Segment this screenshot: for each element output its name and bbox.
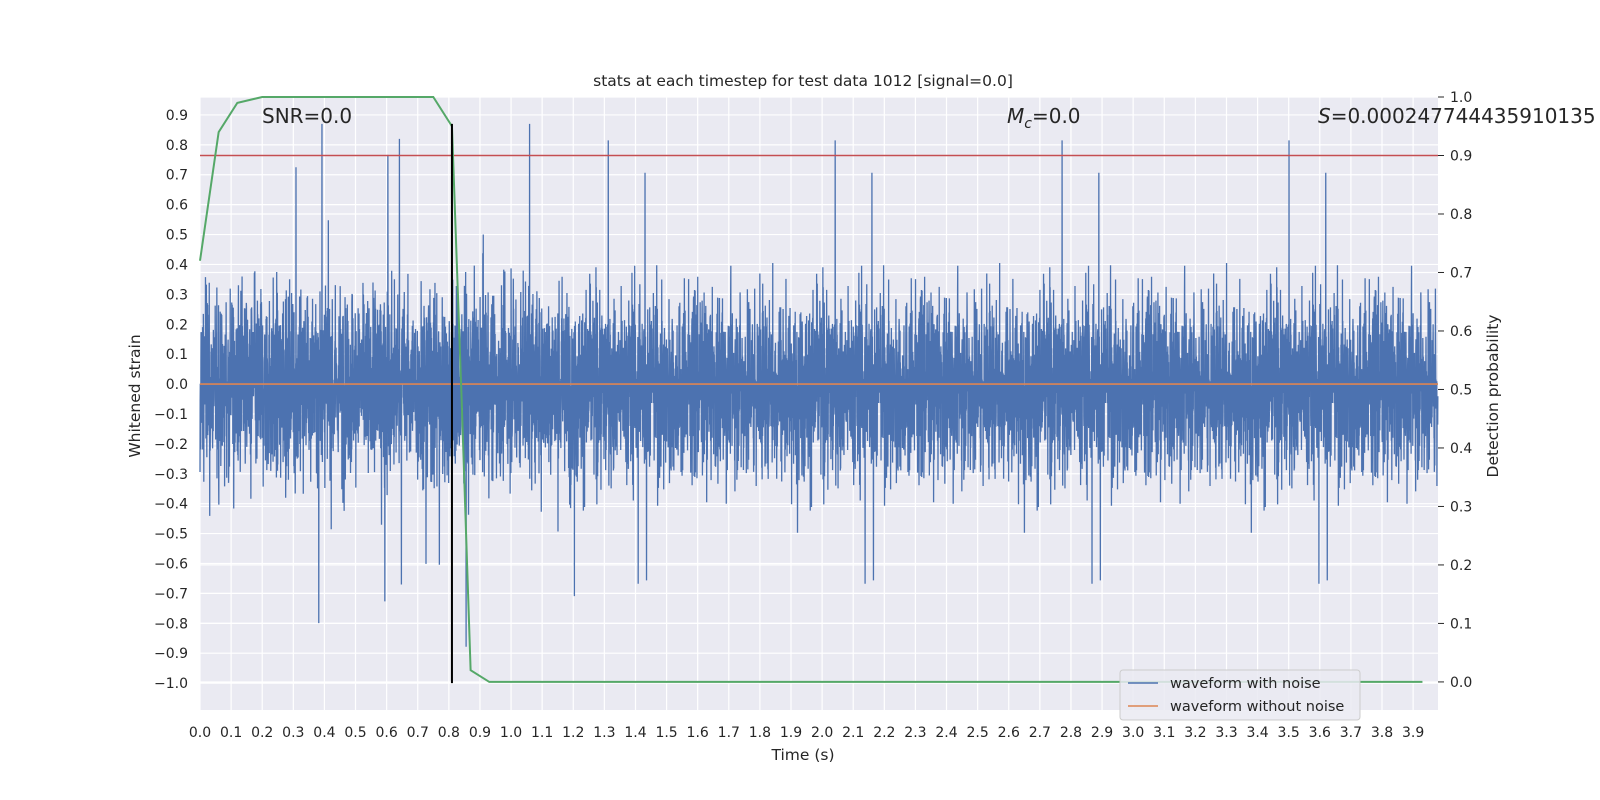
- y-tick-label: 0.7: [166, 168, 188, 184]
- y-axis-label: Whitened strain: [126, 334, 144, 457]
- y-tick-label: 0.0: [166, 377, 188, 393]
- y2-tick-label: 0.2: [1450, 558, 1472, 574]
- x-axis-label: Time (s): [770, 746, 834, 764]
- x-tick-label: 0.5: [344, 725, 366, 741]
- y-tick-label: −0.6: [154, 556, 188, 572]
- legend-box: [1119, 669, 1361, 721]
- y-tick-label: 0.1: [166, 347, 188, 363]
- y-tick-label: −0.5: [154, 527, 188, 543]
- x-tick-label: 1.1: [531, 725, 553, 741]
- y-tick-label: −0.3: [154, 467, 188, 483]
- y2-tick-label: 0.8: [1450, 207, 1472, 223]
- x-tick-label: 3.3: [1215, 725, 1237, 741]
- x-tick-label: 1.0: [500, 725, 522, 741]
- x-tick-label: 0.6: [376, 725, 398, 741]
- x-tick-label: 1.7: [718, 725, 740, 741]
- x-tick-label: 1.5: [655, 725, 677, 741]
- plot-area: [199, 96, 1439, 710]
- y-tick-label: 0.2: [166, 317, 188, 333]
- legend-label: waveform without noise: [1170, 699, 1344, 715]
- x-tick-label: 2.0: [811, 725, 833, 741]
- x-tick-label: 3.9: [1402, 725, 1424, 741]
- x-tick-label: 1.3: [593, 725, 615, 741]
- x-tick-label: 0.3: [282, 725, 304, 741]
- x-tick-label: 2.3: [904, 725, 926, 741]
- x-tick-label: 2.8: [1060, 725, 1082, 741]
- x-tick-label: 0.2: [251, 725, 273, 741]
- y-tick-label: 0.4: [166, 257, 188, 273]
- y-tick-label: −0.7: [154, 586, 188, 602]
- x-tick-label: 1.2: [562, 725, 584, 741]
- y2-tick-label: 0.4: [1450, 441, 1472, 457]
- y-tick-label: 0.6: [166, 198, 188, 214]
- y2-tick-label: 1.0: [1450, 90, 1472, 106]
- y-tick-label: −0.4: [154, 497, 188, 513]
- x-tick-label: 3.7: [1340, 725, 1362, 741]
- x-tick-label: 1.8: [749, 725, 771, 741]
- x-tick-label: 1.6: [687, 725, 709, 741]
- x-tick-label: 3.4: [1246, 725, 1268, 741]
- y-tick-label: −1.0: [154, 676, 188, 692]
- x-tick-label: 2.9: [1091, 725, 1113, 741]
- x-tick-label: 1.4: [624, 725, 646, 741]
- x-tick-label: 0.8: [438, 725, 460, 741]
- series-waveform-with-noise: [199, 123, 1439, 647]
- x-tick-label: 3.0: [1122, 725, 1144, 741]
- x-tick-label: 2.4: [935, 725, 957, 741]
- y2-axis-label: Detection probability: [1484, 315, 1502, 478]
- y2-tick-label: 0.7: [1450, 265, 1472, 281]
- x-tick-label: 3.8: [1371, 725, 1393, 741]
- x-tick-label: 0.7: [407, 725, 429, 741]
- x-tick-label: 0.9: [469, 725, 491, 741]
- y-tick-label: 0.3: [166, 287, 188, 303]
- legend-label: waveform with noise: [1170, 676, 1321, 692]
- x-tick-label: 0.0: [189, 725, 211, 741]
- x-tick-label: 2.6: [998, 725, 1020, 741]
- y-tick-label: −0.1: [154, 407, 188, 423]
- x-tick-label: 2.1: [842, 725, 864, 741]
- x-tick-label: 2.5: [967, 725, 989, 741]
- chart-title: stats at each timestep for test data 101…: [593, 72, 1013, 90]
- y-tick-label: 0.8: [166, 138, 188, 154]
- x-tick-label: 0.4: [313, 725, 335, 741]
- y2-tick-label: 0.1: [1450, 616, 1472, 632]
- x-tick-label: 2.7: [1029, 725, 1051, 741]
- x-tick-label: 2.2: [873, 725, 895, 741]
- annotation-s-value: S=0.000247744435910135: [1318, 104, 1596, 128]
- series-detection-probability: [199, 96, 1423, 683]
- x-tick-label: 3.2: [1184, 725, 1206, 741]
- annotation-chirp-mass: Mc=0.0: [1007, 104, 1081, 132]
- y-tick-label: −0.2: [154, 437, 188, 453]
- y2-tick-label: 0.9: [1450, 148, 1472, 164]
- y2-tick-label: 0.6: [1450, 324, 1472, 340]
- y2-tick-label: 0.3: [1450, 499, 1472, 515]
- x-tick-label: 1.9: [780, 725, 802, 741]
- y-tick-label: −0.9: [154, 646, 188, 662]
- y2-tick-label: 0.5: [1450, 382, 1472, 398]
- legend: waveform with noise waveform without nois…: [1119, 669, 1361, 721]
- y2-tick-label: 0.0: [1450, 675, 1472, 691]
- x-tick-label: 0.1: [220, 725, 242, 741]
- x-tick-label: 3.1: [1153, 725, 1175, 741]
- annotation-snr: SNR=0.0: [262, 104, 352, 128]
- y-tick-label: 0.5: [166, 228, 188, 244]
- x-tick-label: 3.6: [1309, 725, 1331, 741]
- x-tick-label: 3.5: [1278, 725, 1300, 741]
- y-tick-label: −0.8: [154, 616, 188, 632]
- y-tick-label: 0.9: [166, 108, 188, 124]
